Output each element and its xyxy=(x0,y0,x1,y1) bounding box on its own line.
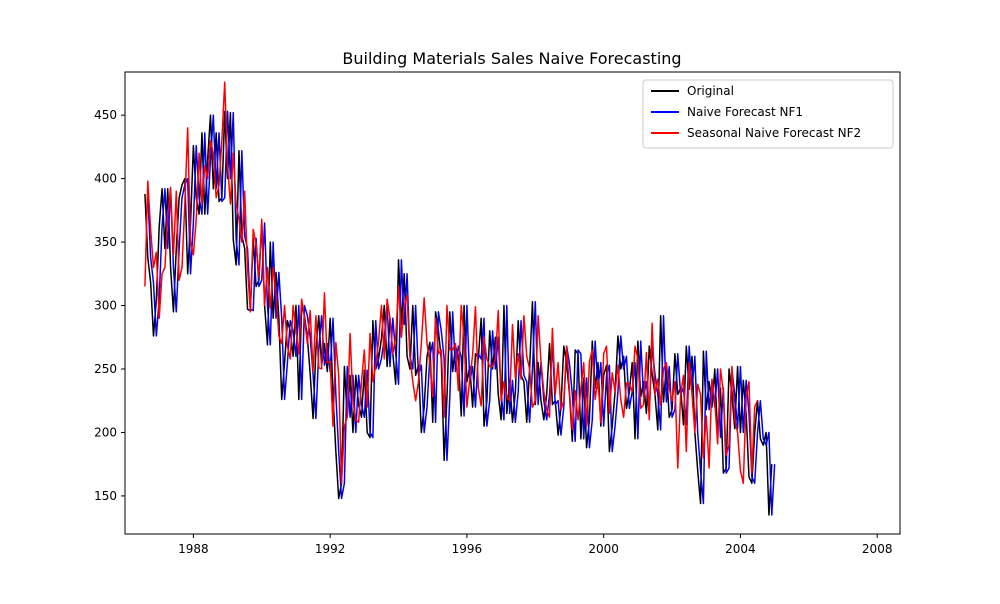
y-tick-label: 200 xyxy=(94,425,117,439)
x-tick-label: 1992 xyxy=(315,542,346,556)
y-tick-label: 150 xyxy=(94,489,117,503)
axes-frame xyxy=(124,71,901,535)
y-tick-label: 350 xyxy=(94,235,117,249)
y-tick-label: 300 xyxy=(94,299,117,313)
legend-label-2: Naive Forecast NF1 xyxy=(687,105,803,119)
x-tick-label: 2000 xyxy=(588,542,619,556)
x-tick-label: 2004 xyxy=(725,542,756,556)
legend-box xyxy=(642,79,894,149)
chart-title: Building Materials Sales Naive Forecasti… xyxy=(342,49,681,68)
y-tick-label: 400 xyxy=(94,172,117,186)
x-axis: 1988 1992 1996 2000 2004 2008 xyxy=(178,534,892,556)
x-tick-label: 1996 xyxy=(452,542,483,556)
plot-area: 1988 1992 1996 2000 2004 2008 150 200 250 300 350… xyxy=(94,71,901,556)
x-tick-label: 1988 xyxy=(178,542,209,556)
x-tick-label: 2008 xyxy=(862,542,893,556)
series-layer xyxy=(144,81,776,516)
series-line-2 xyxy=(147,110,776,516)
y-axis: 150 200 250 300 350 400 450 xyxy=(94,108,125,503)
y-tick-label: 450 xyxy=(94,108,117,122)
series-line-3 xyxy=(144,81,759,484)
legend: Original Naive Forecast NF1 Seasonal Naive… xyxy=(642,79,894,149)
y-tick-label: 250 xyxy=(94,362,117,376)
legend-label-1: Original xyxy=(687,84,734,98)
legend-label-3: Seasonal Naive Forecast NF2 xyxy=(687,126,861,140)
